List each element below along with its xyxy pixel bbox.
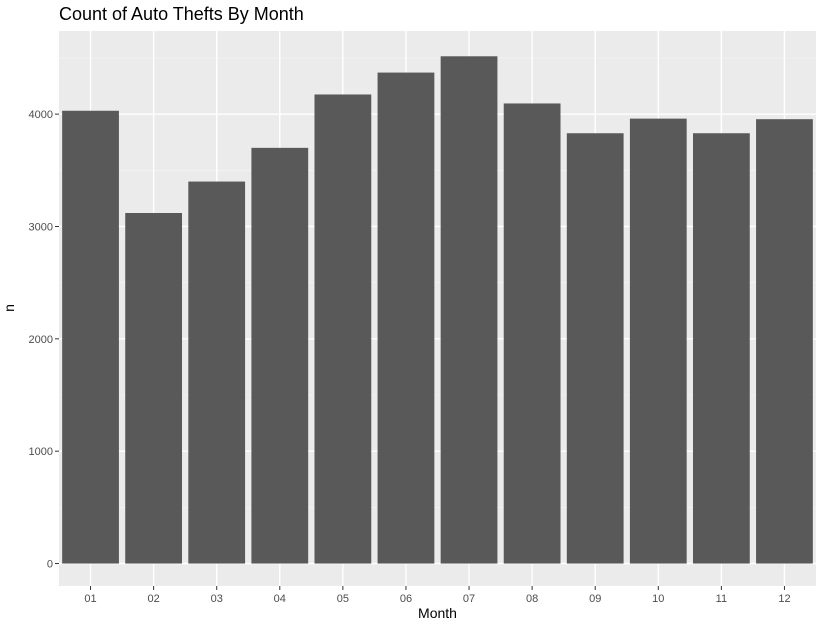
bar-06 <box>377 72 435 564</box>
x-tick-label: 01 <box>84 593 96 605</box>
bar-07 <box>440 56 498 564</box>
bar-10 <box>629 118 687 564</box>
y-tick-label: 2000 <box>29 334 53 346</box>
x-tick-label: 02 <box>148 593 160 605</box>
x-tick-label: 10 <box>652 593 664 605</box>
x-tick-label: 08 <box>526 593 538 605</box>
bar-04 <box>251 147 309 564</box>
y-tick-label: 3000 <box>29 221 53 233</box>
x-tick-label: 12 <box>778 593 790 605</box>
bar-03 <box>188 181 246 564</box>
x-tick-label: 06 <box>400 593 412 605</box>
x-tick-label: 11 <box>716 593 727 605</box>
x-tick-label: 09 <box>589 593 601 605</box>
x-tick-label: 05 <box>337 593 349 605</box>
y-axis-label: n <box>1 304 17 312</box>
plot-panel <box>59 31 816 586</box>
y-axis: 0 1000 2000 3000 4000 <box>29 109 59 571</box>
bar-12 <box>756 119 813 564</box>
bar-11 <box>692 133 750 564</box>
bar-09 <box>566 133 624 564</box>
x-axis-label: Month <box>418 605 457 621</box>
bar-01 <box>62 110 119 564</box>
bar-02 <box>125 213 183 564</box>
x-axis: 01 02 03 04 05 06 07 08 09 10 11 12 <box>84 586 791 605</box>
bar-08 <box>503 103 561 564</box>
bars <box>62 56 813 564</box>
x-tick-label: 03 <box>211 593 223 605</box>
bar-05 <box>314 94 372 564</box>
minor-gridlines <box>59 57 816 508</box>
y-tick-label: 0 <box>47 559 53 571</box>
y-tick-label: 1000 <box>29 446 53 458</box>
chart-title: Count of Auto Thefts By Month <box>59 4 304 24</box>
x-tick-label: 04 <box>274 593 286 605</box>
x-tick-label: 07 <box>463 593 475 605</box>
y-tick-label: 4000 <box>29 109 53 121</box>
